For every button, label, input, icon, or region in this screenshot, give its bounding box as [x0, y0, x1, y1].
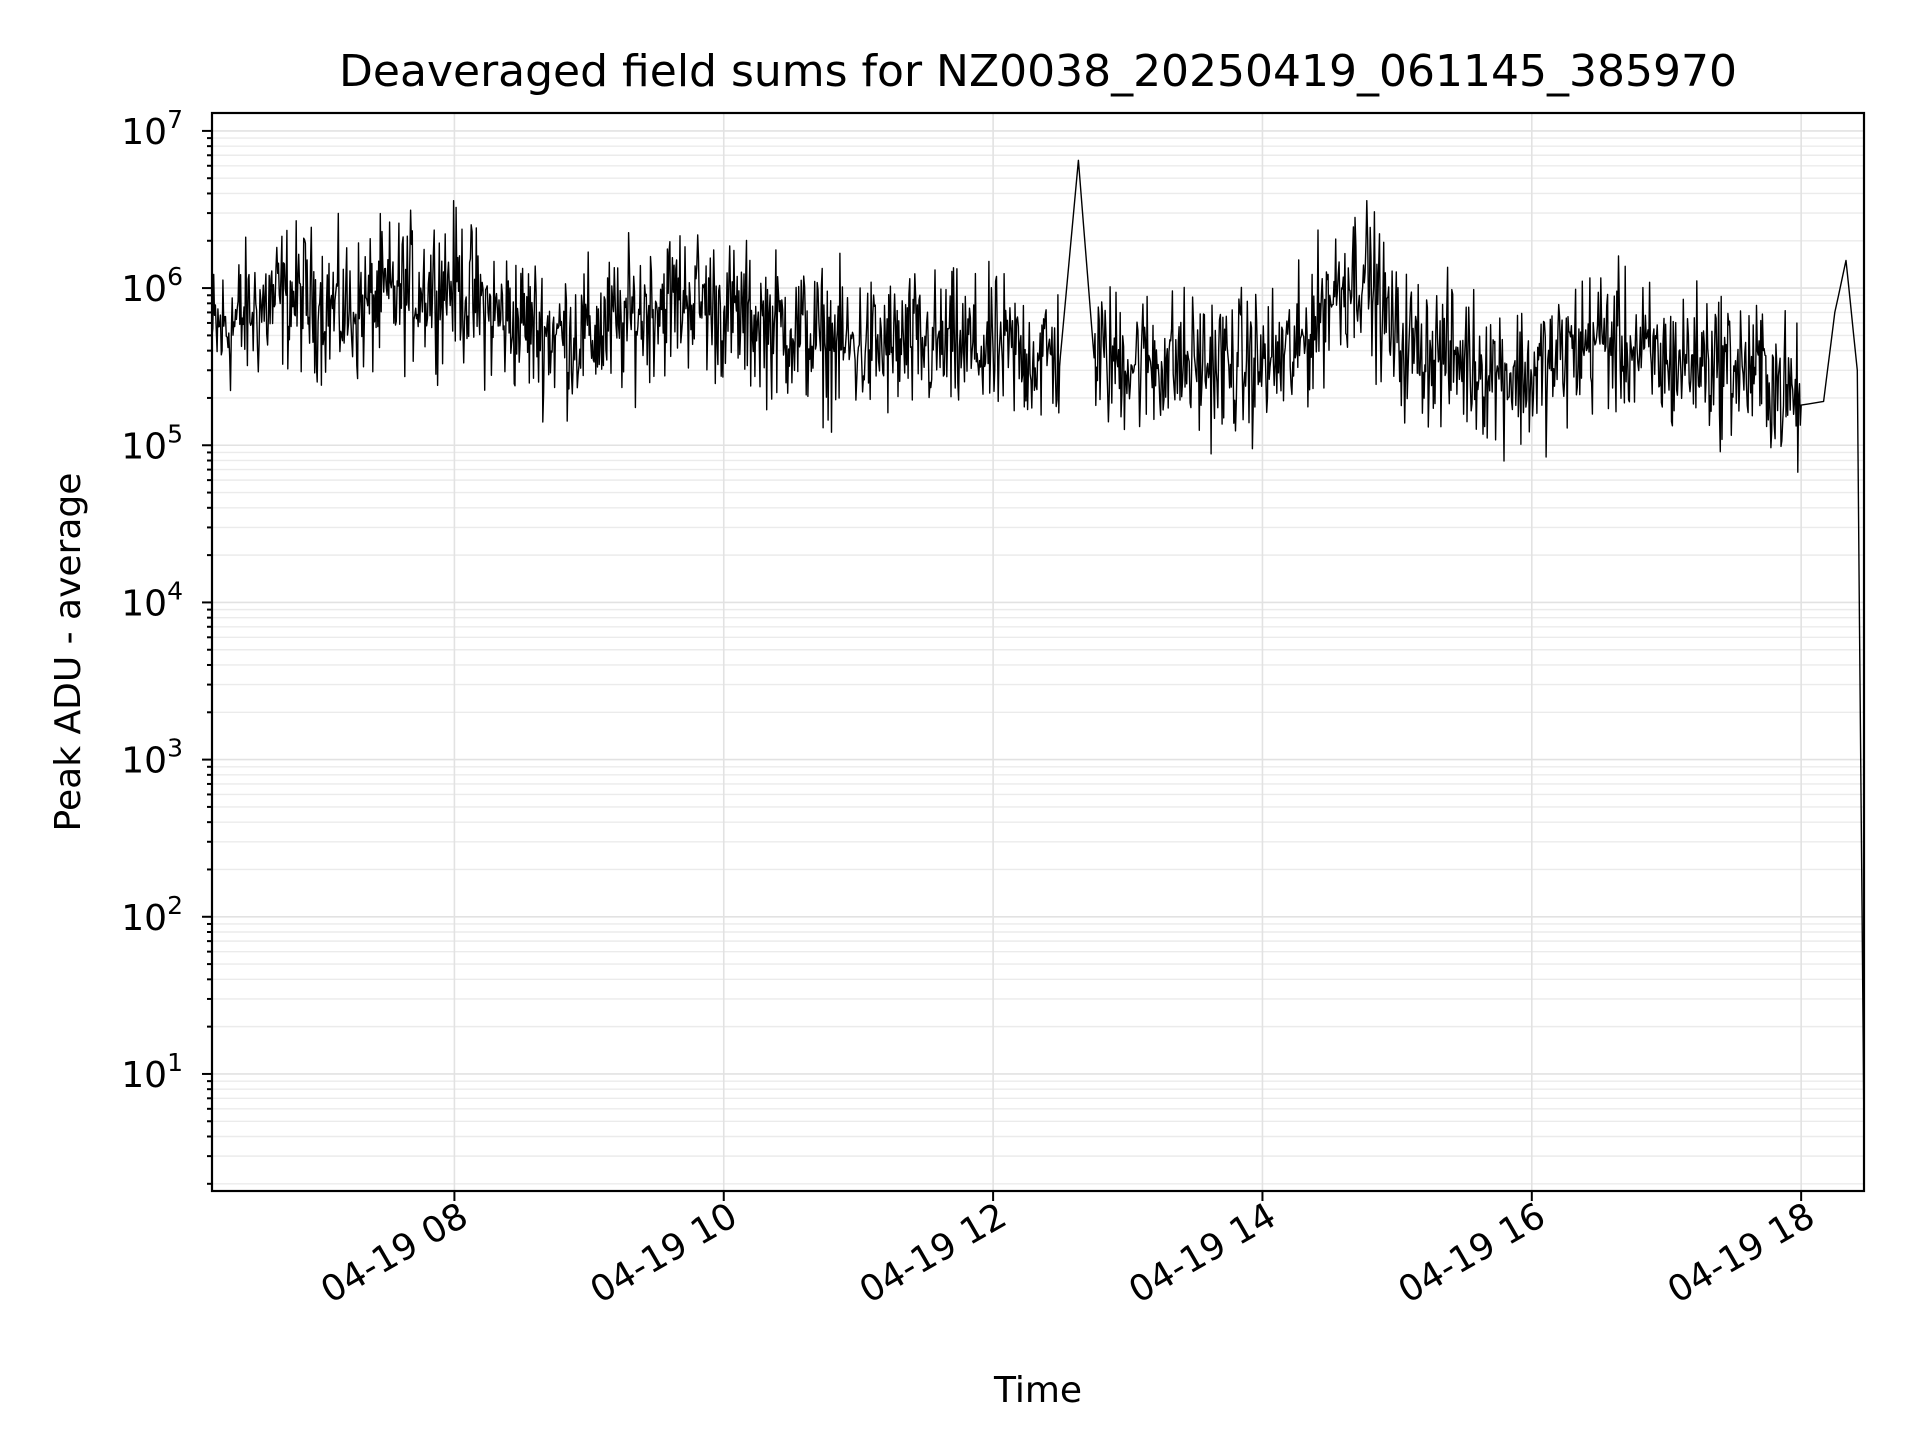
chart-title: Deaveraged field sums for NZ0038_2025041…: [339, 46, 1737, 97]
y-tick-label: 103: [121, 734, 183, 782]
y-tick-label: 102: [121, 891, 183, 939]
plot-area: [211, 159, 1865, 1137]
x-tick-label: 04-19 10: [584, 1195, 745, 1311]
series-line: [211, 159, 1865, 1137]
x-tick-label: 04-19 14: [1122, 1195, 1283, 1311]
y-tick-label: 105: [121, 419, 183, 467]
axes-frame: [210, 111, 1866, 1193]
grid: [212, 113, 1864, 1191]
x-tick-label: 04-19 08: [314, 1195, 475, 1311]
x-tick-label: 04-19 12: [853, 1195, 1014, 1311]
x-tick-label: 04-19 18: [1661, 1195, 1822, 1311]
y-tick-label: 104: [121, 576, 183, 624]
y-tick-label: 101: [121, 1048, 183, 1096]
x-axis-label: Time: [993, 1370, 1082, 1411]
y-tick-label: 107: [121, 105, 183, 153]
y-axis-label: Peak ADU - average: [48, 473, 89, 832]
y-tick-label: 106: [121, 262, 183, 310]
x-tick-label: 04-19 16: [1392, 1195, 1553, 1311]
